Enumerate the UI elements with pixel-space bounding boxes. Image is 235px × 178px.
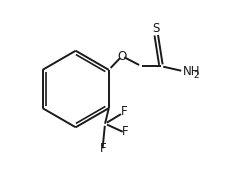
Text: 2: 2 <box>193 71 199 80</box>
Text: NH: NH <box>183 65 201 78</box>
Text: F: F <box>120 105 127 118</box>
Text: F: F <box>100 142 106 156</box>
Text: O: O <box>117 49 127 63</box>
Text: S: S <box>152 22 160 35</box>
Text: F: F <box>122 125 129 138</box>
